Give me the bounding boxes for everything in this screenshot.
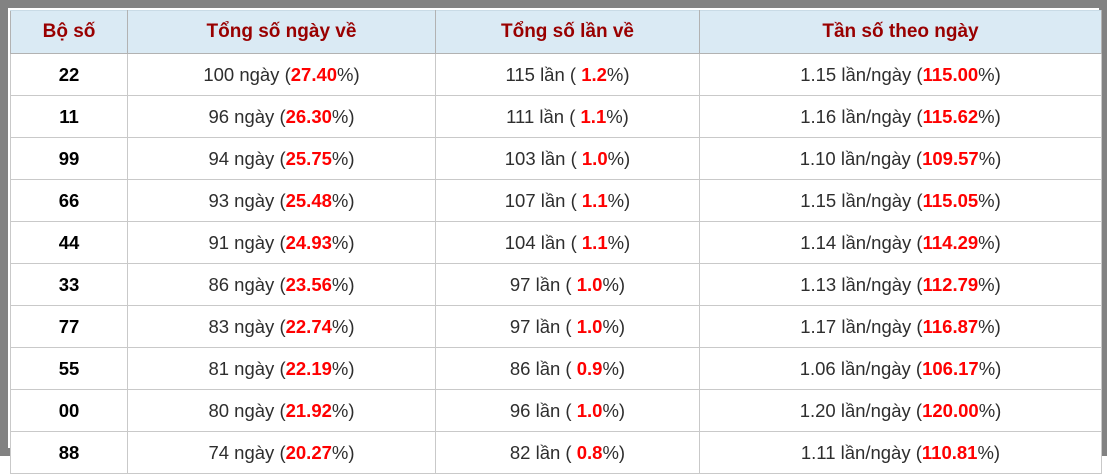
percent-value: 120.00 <box>922 399 979 421</box>
table-row: 22 100 ngày (27.40%) 115 lần ( 1.2%) 1.15 l… <box>10 53 1102 96</box>
cell-total-days: 86 ngày (23.56%) <box>127 263 436 306</box>
cell-frequency: 1.15 lần/ngày (115.00%) <box>699 53 1102 96</box>
percent-value: 112.79 <box>922 273 979 295</box>
percent-value: 21.92 <box>285 399 332 421</box>
cell-frequency: 1.13 lần/ngày (112.79%) <box>699 263 1102 306</box>
percent-value: 115.62 <box>922 105 979 127</box>
cell-total-days: 96 ngày (26.30%) <box>127 95 436 138</box>
cell-total-times: 97 lần ( 1.0%) <box>435 305 700 348</box>
cell-total-days: 91 ngày (24.93%) <box>127 221 436 264</box>
table-row: 66 93 ngày (25.48%) 107 lần ( 1.1%) 1.15 lầ… <box>10 179 1102 222</box>
cell-pair-number: 00 <box>10 389 128 432</box>
percent-value: 115.05 <box>922 189 979 211</box>
table-header: Bộ số Tổng số ngày về Tổng số lần về Tần… <box>10 10 1102 54</box>
cell-total-days: 80 ngày (21.92%) <box>127 389 436 432</box>
percent-value: 1.0 <box>576 315 603 337</box>
cell-total-times: 97 lần ( 1.0%) <box>435 263 700 306</box>
percent-value: 1.1 <box>581 231 608 253</box>
cell-total-times: 115 lần ( 1.2%) <box>435 53 700 96</box>
cell-total-days: 81 ngày (22.19%) <box>127 347 436 390</box>
cell-total-days: 74 ngày (20.27%) <box>127 431 436 474</box>
percent-value: 27.40 <box>290 63 338 85</box>
cell-frequency: 1.11 lần/ngày (110.81%) <box>699 431 1102 474</box>
table-row: 33 86 ngày (23.56%) 97 lần ( 1.0%) 1.13 lần… <box>10 263 1102 306</box>
cell-frequency: 1.10 lần/ngày (109.57%) <box>699 137 1102 180</box>
table-row: 11 96 ngày (26.30%) 111 lần ( 1.1%) 1.16 lầ… <box>10 95 1102 138</box>
percent-value: 1.0 <box>576 399 603 421</box>
percent-value: 1.1 <box>580 105 607 127</box>
column-header-times: Tổng số lần về <box>435 10 700 54</box>
cell-total-times: 96 lần ( 1.0%) <box>435 389 700 432</box>
percent-value: 116.87 <box>922 315 979 337</box>
cell-total-times: 104 lần ( 1.1%) <box>435 221 700 264</box>
cell-frequency: 1.16 lần/ngày (115.62%) <box>699 95 1102 138</box>
cell-total-days: 83 ngày (22.74%) <box>127 305 436 348</box>
cell-total-days: 93 ngày (25.48%) <box>127 179 436 222</box>
percent-value: 25.75 <box>285 147 332 169</box>
cell-total-times: 82 lần ( 0.8%) <box>435 431 700 474</box>
percent-value: 24.93 <box>285 231 332 253</box>
cell-frequency: 1.06 lần/ngày (106.17%) <box>699 347 1102 390</box>
column-header-pair: Bộ số <box>10 10 128 54</box>
cell-total-days: 100 ngày (27.40%) <box>127 53 436 96</box>
percent-value: 114.29 <box>922 231 979 253</box>
percent-value: 22.74 <box>285 315 332 337</box>
cell-frequency: 1.15 lần/ngày (115.05%) <box>699 179 1102 222</box>
cell-pair-number: 99 <box>10 137 128 180</box>
table-row: 88 74 ngày (20.27%) 82 lần ( 0.8%) 1.11 lần… <box>10 431 1102 474</box>
table-row: 44 91 ngày (24.93%) 104 lần ( 1.1%) 1.14 lầ… <box>10 221 1102 264</box>
cell-frequency: 1.17 lần/ngày (116.87%) <box>699 305 1102 348</box>
cell-total-times: 111 lần ( 1.1%) <box>435 95 700 138</box>
cell-pair-number: 33 <box>10 263 128 306</box>
cell-total-times: 107 lần ( 1.1%) <box>435 179 700 222</box>
percent-value: 1.2 <box>581 63 607 85</box>
cell-total-times: 86 lần ( 0.9%) <box>435 347 700 390</box>
percent-value: 25.48 <box>285 189 332 211</box>
column-header-frequency: Tần số theo ngày <box>699 10 1102 54</box>
cell-pair-number: 44 <box>10 221 128 264</box>
percent-value: 109.57 <box>922 147 979 169</box>
column-header-days: Tổng số ngày về <box>127 10 436 54</box>
percent-value: 22.19 <box>285 357 332 379</box>
percent-value: 26.30 <box>285 105 332 127</box>
cell-pair-number: 77 <box>10 305 128 348</box>
cell-total-days: 94 ngày (25.75%) <box>127 137 436 180</box>
lottery-stats-table: Bộ số Tổng số ngày về Tổng số lần về Tần… <box>10 10 1102 474</box>
table-row: 77 83 ngày (22.74%) 97 lần ( 1.0%) 1.17 lần… <box>10 305 1102 348</box>
cell-pair-number: 66 <box>10 179 128 222</box>
cell-pair-number: 22 <box>10 53 128 96</box>
cell-total-times: 103 lần ( 1.0%) <box>435 137 700 180</box>
percent-value: 20.27 <box>285 441 332 463</box>
percent-value: 1.0 <box>576 273 603 295</box>
percent-value: 106.17 <box>922 357 979 379</box>
percent-value: 1.0 <box>581 147 608 169</box>
cell-pair-number: 55 <box>10 347 128 390</box>
cell-pair-number: 11 <box>10 95 128 138</box>
percent-value: 110.81 <box>921 441 978 463</box>
table-row: 99 94 ngày (25.75%) 103 lần ( 1.0%) 1.10 lầ… <box>10 137 1102 180</box>
percent-value: 23.56 <box>285 273 332 295</box>
percent-value: 1.1 <box>581 189 608 211</box>
cell-pair-number: 88 <box>10 431 128 474</box>
header-row: Bộ số Tổng số ngày về Tổng số lần về Tần… <box>10 10 1102 54</box>
table-row: 55 81 ngày (22.19%) 86 lần ( 0.9%) 1.06 lần… <box>10 347 1102 390</box>
percent-value: 0.8 <box>576 441 603 463</box>
table-row: 00 80 ngày (21.92%) 96 lần ( 1.0%) 1.20 lần… <box>10 389 1102 432</box>
percent-value: 0.9 <box>576 357 603 379</box>
table-body: 22 100 ngày (27.40%) 115 lần ( 1.2%) 1.15 l… <box>10 53 1102 474</box>
cell-frequency: 1.20 lần/ngày (120.00%) <box>699 389 1102 432</box>
cell-frequency: 1.14 lần/ngày (114.29%) <box>699 221 1102 264</box>
percent-value: 115.00 <box>922 63 979 85</box>
